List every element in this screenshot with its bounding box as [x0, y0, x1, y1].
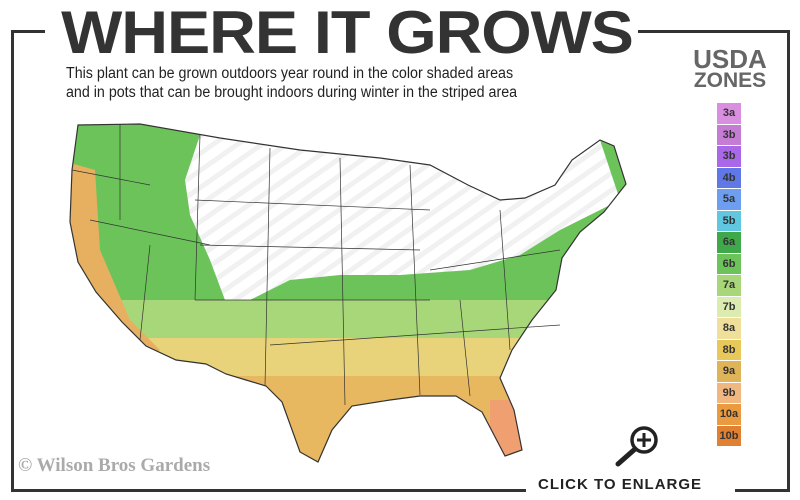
legend-title-line: USDA: [693, 44, 767, 74]
frame-right: [787, 30, 790, 492]
legend-zone-9a: 9a: [717, 361, 741, 382]
copyright-watermark: © Wilson Bros Gardens: [18, 455, 211, 476]
page-title: WHERE IT GROWS: [61, 0, 634, 66]
legend-zone-6a: 6a: [717, 232, 741, 253]
legend-zone-9b: 9b: [717, 382, 741, 403]
subtitle: This plant can be grown outdoors year ro…: [66, 64, 581, 102]
frame-bottom-left: [11, 489, 526, 492]
legend-title: USDA ZONES: [680, 44, 780, 92]
legend-zone-8b: 8b: [717, 339, 741, 360]
legend-zone-7b: 7b: [717, 296, 741, 317]
frame-bottom-right: [735, 489, 790, 492]
legend-zone-7a: 7a: [717, 275, 741, 296]
magnifier-plus-icon[interactable]: [612, 424, 664, 468]
legend-zone-3b: 3b: [717, 124, 741, 145]
frame-top-left: [11, 30, 45, 33]
legend-zone-4b: 4b: [717, 167, 741, 188]
legend-zone-6b: 6b: [717, 253, 741, 274]
legend-zone-3b: 3b: [717, 146, 741, 167]
zone-legend: 3a 3b 3b 4b 5a 5b 6a 6b 7a 7b 8a 8b 9a 9b 10a 10b: [717, 103, 741, 447]
state-borders: [71, 124, 561, 406]
legend-zone-10a: 10a: [717, 404, 741, 425]
subtitle-line: This plant can be grown outdoors year ro…: [66, 65, 514, 82]
subtitle-line: and in pots that can be brought indoors …: [66, 84, 518, 101]
legend-zone-10b: 10b: [717, 425, 741, 446]
legend-zone-5a: 5a: [717, 189, 741, 210]
legend-zone-5b: 5b: [717, 210, 741, 231]
legend-title-line: ZONES: [693, 69, 767, 92]
zone-bands: [70, 124, 626, 462]
click-to-enlarge-link[interactable]: CLICK TO ENLARGE: [538, 476, 703, 493]
frame-top-right: [638, 30, 790, 33]
legend-zone-3a: 3a: [717, 103, 741, 124]
legend-zone-8a: 8a: [717, 318, 741, 339]
frame-left: [11, 30, 14, 492]
